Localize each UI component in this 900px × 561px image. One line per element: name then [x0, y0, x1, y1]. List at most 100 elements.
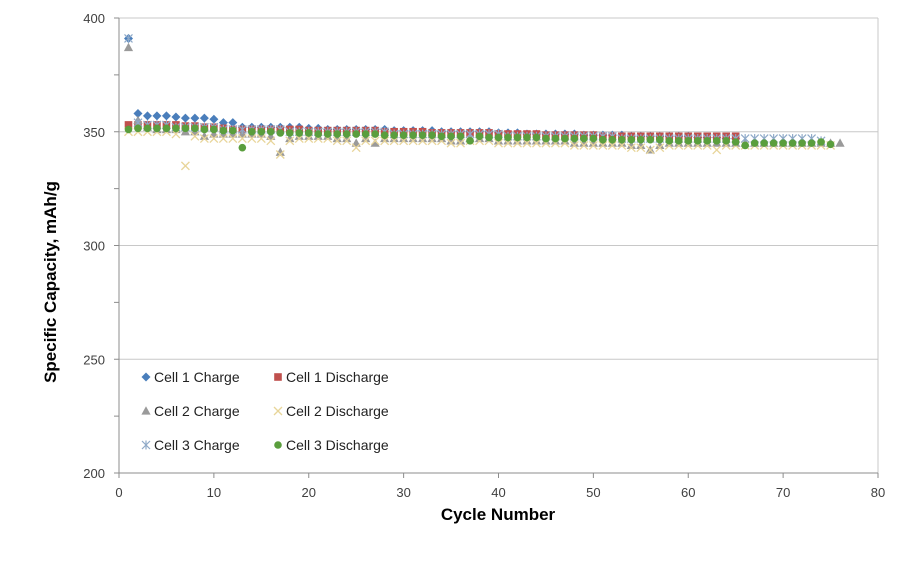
data-point — [124, 121, 133, 129]
data-point — [580, 134, 588, 143]
legend-label: Cell 3 Discharge — [286, 437, 389, 453]
data-point — [817, 138, 825, 146]
data-series — [123, 33, 845, 171]
data-point — [161, 111, 171, 121]
axes: 200 250 300 350 400 0 10 20 30 40 50 60 70 80 — [83, 11, 885, 500]
data-point — [655, 143, 665, 153]
data-point — [494, 138, 503, 148]
data-point — [532, 133, 541, 142]
data-point — [124, 125, 133, 134]
data-point — [209, 114, 219, 124]
data-point — [693, 137, 702, 145]
data-point — [456, 132, 465, 141]
legend-label: Cell 2 Discharge — [286, 403, 389, 419]
data-point — [332, 136, 342, 146]
data-point — [351, 138, 361, 147]
data-point — [352, 130, 360, 138]
data-point — [503, 138, 513, 148]
x-tick-label: 60 — [681, 485, 695, 500]
data-point — [143, 124, 152, 133]
data-point — [257, 127, 266, 136]
data-point — [740, 134, 750, 144]
data-point — [684, 137, 693, 145]
data-point — [523, 133, 531, 142]
data-point — [569, 140, 579, 150]
legend-label: Cell 3 Charge — [154, 437, 240, 453]
data-point — [162, 124, 171, 133]
legend-item: Cell 3 Charge — [141, 437, 240, 453]
data-point — [199, 134, 209, 144]
data-point — [655, 140, 665, 149]
x-tick-label: 30 — [396, 485, 410, 500]
data-point — [513, 133, 522, 142]
data-point — [191, 124, 199, 133]
data-point — [134, 124, 142, 133]
data-point — [142, 111, 152, 121]
legend: Cell 1 Charge Cell 1 Discharge Cell 2 Char… — [141, 369, 389, 453]
data-point — [646, 135, 655, 144]
legend-marker — [274, 373, 282, 381]
legend-marker — [273, 406, 283, 416]
data-point — [607, 140, 617, 150]
data-point — [210, 125, 218, 134]
data-point — [589, 134, 598, 143]
legend-item: Cell 2 Charge — [141, 403, 240, 419]
data-point — [455, 136, 466, 145]
data-point — [275, 147, 285, 156]
data-point — [579, 140, 589, 150]
data-point — [153, 124, 161, 133]
data-point — [285, 133, 295, 143]
data-point — [285, 136, 295, 146]
data-point — [409, 131, 417, 139]
data-point — [674, 137, 683, 145]
data-point — [798, 139, 806, 147]
data-point — [295, 129, 304, 137]
data-point — [418, 136, 428, 146]
data-point — [645, 145, 655, 155]
data-point — [779, 139, 787, 147]
data-point — [399, 136, 409, 146]
data-point — [294, 134, 304, 144]
data-point — [199, 113, 209, 123]
data-point — [655, 135, 664, 144]
data-point — [332, 133, 342, 143]
data-point — [608, 135, 617, 144]
legend-marker — [274, 441, 282, 449]
data-point — [598, 140, 608, 150]
legend-label: Cell 1 Charge — [154, 369, 240, 385]
data-point — [361, 130, 370, 138]
legend-marker — [141, 372, 151, 382]
data-point — [370, 136, 380, 146]
data-point — [152, 111, 162, 121]
data-point — [475, 132, 484, 141]
y-axis-title: Specific Capacity, mAh/g — [41, 181, 60, 383]
data-point — [219, 126, 228, 135]
data-point — [304, 129, 313, 137]
series-cell-3-discharge — [124, 124, 835, 152]
data-point — [190, 131, 200, 141]
data-point — [418, 131, 427, 139]
data-point — [380, 136, 390, 146]
data-point — [712, 145, 722, 155]
data-point — [171, 129, 181, 139]
data-point — [200, 125, 209, 134]
data-point — [626, 143, 636, 153]
data-point — [266, 136, 276, 146]
data-point — [665, 137, 674, 145]
legend-label: Cell 1 Discharge — [286, 369, 389, 385]
data-point — [637, 135, 645, 144]
data-point — [237, 134, 247, 144]
data-point — [123, 42, 134, 52]
x-axis-title: Cycle Number — [441, 505, 556, 524]
data-point — [703, 137, 712, 145]
data-point — [494, 133, 503, 142]
legend-item: Cell 3 Discharge — [274, 437, 389, 453]
data-point — [180, 113, 190, 123]
data-point — [627, 135, 636, 144]
data-point — [446, 136, 456, 145]
data-point — [636, 140, 646, 149]
data-point — [124, 33, 133, 43]
data-point — [171, 112, 181, 122]
data-point — [599, 135, 607, 144]
